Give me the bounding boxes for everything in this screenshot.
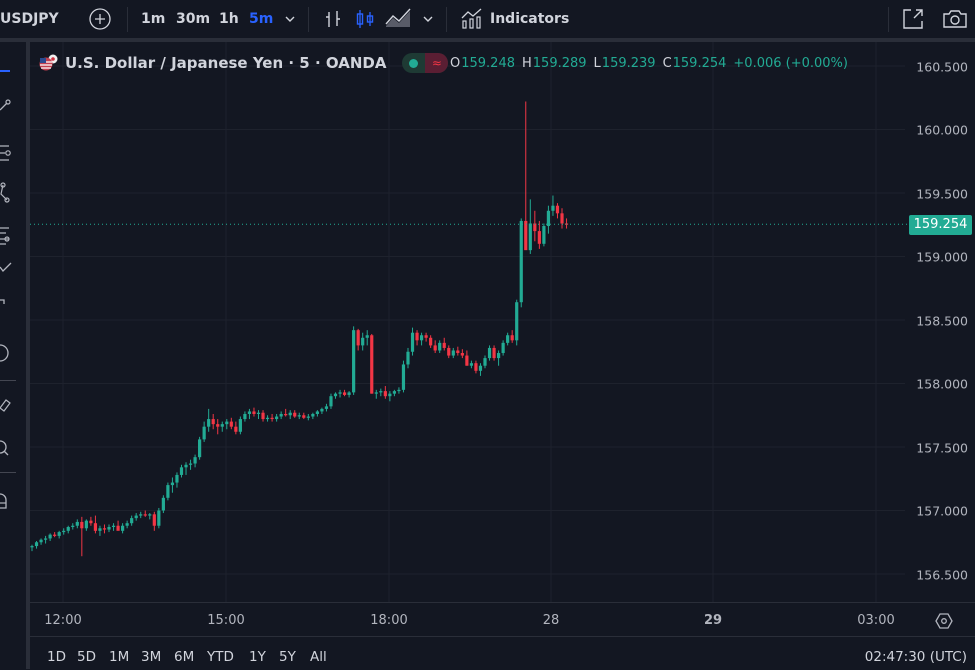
range-1y[interactable]: 1Y xyxy=(249,649,266,665)
symbol-search-button[interactable]: USDJPY xyxy=(0,0,59,38)
range-1m[interactable]: 1M xyxy=(109,649,130,665)
interval-label: 30m xyxy=(176,11,211,27)
interval-1h[interactable]: 1h xyxy=(219,0,239,38)
bar-chart-button[interactable] xyxy=(322,0,344,38)
time-label: 29 xyxy=(703,613,723,628)
fullscreen-open-icon xyxy=(903,9,923,29)
brush-tool-icon[interactable] xyxy=(0,258,22,280)
range-bar: 1D 5D 1M 3M 6M YTD 1Y 5Y All 02:47:30 (U… xyxy=(30,636,975,670)
time-label: 28 xyxy=(542,613,560,628)
close-value: 159.254 xyxy=(672,55,727,71)
price-label: 160.000 xyxy=(916,122,968,138)
cursor-tool-indicator[interactable] xyxy=(0,70,10,72)
candlestick-button[interactable] xyxy=(354,0,376,38)
add-symbol-button[interactable] xyxy=(88,0,112,38)
indicators-label: Indicators xyxy=(490,11,570,27)
top-toolbar: USDJPY 1m 30m 1h 5m Indicators xyxy=(0,0,975,42)
market-status-pill[interactable]: ≈ xyxy=(402,53,449,73)
range-5y[interactable]: 5Y xyxy=(279,649,296,665)
chart-settings-icon[interactable] xyxy=(935,612,953,630)
divider xyxy=(308,7,309,32)
price-label: 157.500 xyxy=(916,440,968,456)
interval-5m-active[interactable]: 5m xyxy=(249,0,273,38)
chevron-down-icon xyxy=(423,16,433,22)
candlestick-icon xyxy=(356,10,374,28)
forecasting-tool-icon[interactable] xyxy=(0,224,22,246)
time-label: 03:00 xyxy=(857,613,895,628)
emoji-icon[interactable] xyxy=(0,342,22,364)
chart-type-dropdown-button[interactable] xyxy=(422,0,434,38)
fib-retracement-icon[interactable] xyxy=(0,142,22,164)
time-label: 15:00 xyxy=(207,613,245,628)
camera-icon xyxy=(943,10,967,28)
chart-pane[interactable] xyxy=(30,42,975,627)
trend-line-icon[interactable] xyxy=(0,92,22,114)
drawing-toolbar xyxy=(0,42,30,669)
add-symbol-icon xyxy=(89,8,111,30)
ohlc-values: O 159.248 H 159.289 L 159.239 C 159.254 +0.0… xyxy=(450,52,855,74)
zoom-in-icon[interactable] xyxy=(0,438,22,460)
high-label: H xyxy=(522,55,532,71)
price-label: 159.000 xyxy=(916,249,968,265)
price-label: 158.000 xyxy=(916,376,968,392)
fullscreen-button[interactable] xyxy=(901,0,925,38)
market-open-icon xyxy=(402,53,425,73)
us-flag-icon xyxy=(39,54,58,71)
utc-clock[interactable]: 02:47:30 (UTC) xyxy=(864,649,967,665)
price-label: 160.500 xyxy=(916,59,968,75)
symbol-title: U.S. Dollar / Japanese Yen · 5 · OANDA xyxy=(65,54,387,72)
symbol-label: USDJPY xyxy=(0,11,59,27)
divider xyxy=(0,472,16,473)
price-label: 158.500 xyxy=(916,313,968,329)
data-delayed-icon: ≈ xyxy=(425,53,449,73)
interval-label: 1m xyxy=(141,11,166,27)
candlestick-chart[interactable] xyxy=(30,42,975,602)
open-value: 159.248 xyxy=(461,55,515,71)
interval-30m[interactable]: 30m xyxy=(176,0,210,38)
divider xyxy=(446,7,447,32)
close-label: C xyxy=(662,55,672,71)
divider xyxy=(127,7,128,32)
chevron-down-icon xyxy=(285,16,295,22)
price-axis[interactable]: 160.500 160.000 159.500 159.000 158.500 … xyxy=(905,42,975,602)
time-axis[interactable]: 12:00 15:00 18:00 28 29 03:00 xyxy=(30,602,975,633)
open-label: O xyxy=(450,55,461,71)
range-5d[interactable]: 5D xyxy=(77,649,96,665)
current-price-tag: 159.254 xyxy=(909,215,972,235)
range-1d[interactable]: 1D xyxy=(47,649,66,665)
price-label: 159.500 xyxy=(916,186,968,202)
range-ytd[interactable]: YTD xyxy=(207,649,234,665)
range-6m[interactable]: 6M xyxy=(174,649,195,665)
ruler-icon[interactable] xyxy=(0,394,22,416)
area-chart-icon xyxy=(385,8,411,27)
indicators-icon xyxy=(461,8,482,29)
range-all[interactable]: All xyxy=(310,649,327,665)
time-label: 18:00 xyxy=(370,613,408,628)
time-label: 12:00 xyxy=(44,613,82,628)
interval-1m[interactable]: 1m xyxy=(141,0,165,38)
divider xyxy=(0,380,16,381)
pattern-tool-icon[interactable] xyxy=(0,182,22,204)
low-label: L xyxy=(593,55,601,71)
lock-drawings-icon[interactable] xyxy=(0,490,22,512)
indicators-button[interactable]: Indicators xyxy=(460,0,569,38)
low-value: 159.239 xyxy=(601,55,656,71)
range-3m[interactable]: 3M xyxy=(141,649,162,665)
interval-label: 1h xyxy=(219,11,239,27)
screenshot-button[interactable] xyxy=(942,0,968,38)
bar-chart-icon xyxy=(326,11,340,27)
text-tool-icon[interactable] xyxy=(0,294,22,316)
divider xyxy=(888,7,889,32)
area-chart-button[interactable] xyxy=(384,0,412,38)
symbol-legend: U.S. Dollar / Japanese Yen · 5 · OANDA ≈ xyxy=(38,52,449,74)
price-label: 157.000 xyxy=(916,503,968,519)
interval-label: 5m xyxy=(249,11,274,27)
change-value: +0.006 (+0.00%) xyxy=(733,55,848,71)
price-label: 156.500 xyxy=(916,567,968,583)
interval-dropdown-button[interactable] xyxy=(284,0,296,38)
high-value: 159.289 xyxy=(532,55,587,71)
